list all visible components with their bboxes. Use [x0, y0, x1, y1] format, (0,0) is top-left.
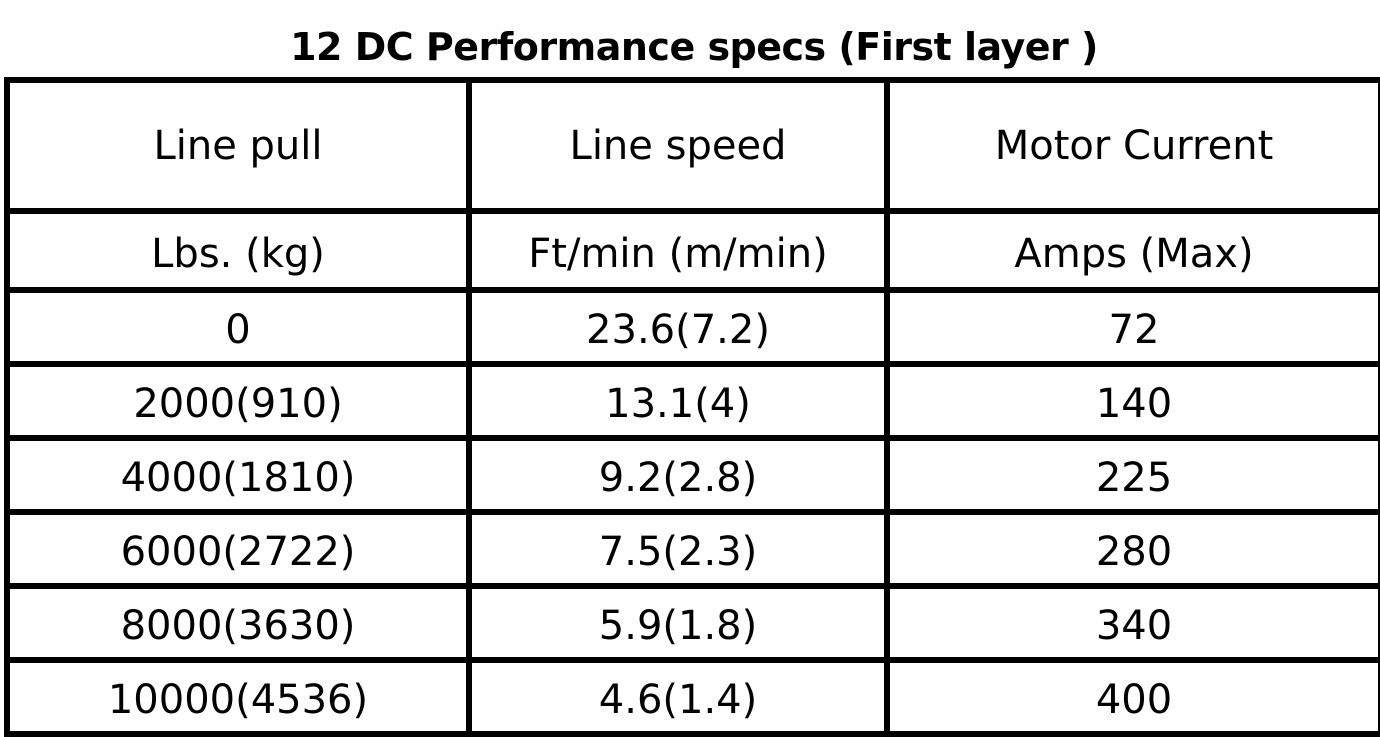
cell-line-pull: 6000(2722) — [4, 509, 472, 589]
cell-motor-current: 280 — [884, 509, 1380, 589]
performance-specs-table: Line pull Line speed Motor Current Lbs. … — [4, 77, 1380, 737]
cell-line-speed: 5.9(1.8) — [466, 583, 890, 663]
cell-motor-current: 340 — [884, 583, 1380, 663]
table-row: 2000(910) 13.1(4) 140 — [4, 361, 1380, 441]
cell-motor-current: 225 — [884, 435, 1380, 515]
cell-line-speed: 4.6(1.4) — [466, 657, 890, 737]
cell-line-pull: 0 — [4, 287, 472, 367]
cell-line-pull: 10000(4536) — [4, 657, 472, 737]
header-line-speed: Line speed — [466, 77, 890, 214]
cell-line-speed: 13.1(4) — [466, 361, 890, 441]
table-row: 4000(1810) 9.2(2.8) 225 — [4, 435, 1380, 515]
unit-motor-current: Amps (Max) — [884, 208, 1380, 293]
cell-motor-current: 72 — [884, 287, 1380, 367]
table-title: 12 DC Performance specs (First layer ) — [290, 25, 1098, 69]
header-row: Line pull Line speed Motor Current — [4, 77, 1380, 214]
cell-line-pull: 2000(910) — [4, 361, 472, 441]
table-row: 10000(4536) 4.6(1.4) 400 — [4, 657, 1380, 737]
table-row: 0 23.6(7.2) 72 — [4, 287, 1380, 367]
table-row: 6000(2722) 7.5(2.3) 280 — [4, 509, 1380, 589]
unit-line-pull: Lbs. (kg) — [4, 208, 472, 293]
header-motor-current: Motor Current — [884, 77, 1380, 214]
cell-line-pull: 4000(1810) — [4, 435, 472, 515]
cell-line-speed: 7.5(2.3) — [466, 509, 890, 589]
units-row: Lbs. (kg) Ft/min (m/min) Amps (Max) — [4, 208, 1380, 293]
unit-line-speed: Ft/min (m/min) — [466, 208, 890, 293]
cell-motor-current: 400 — [884, 657, 1380, 737]
cell-line-speed: 23.6(7.2) — [466, 287, 890, 367]
header-line-pull: Line pull — [4, 77, 472, 214]
table-row: 8000(3630) 5.9(1.8) 340 — [4, 583, 1380, 663]
cell-motor-current: 140 — [884, 361, 1380, 441]
cell-line-speed: 9.2(2.8) — [466, 435, 890, 515]
cell-line-pull: 8000(3630) — [4, 583, 472, 663]
